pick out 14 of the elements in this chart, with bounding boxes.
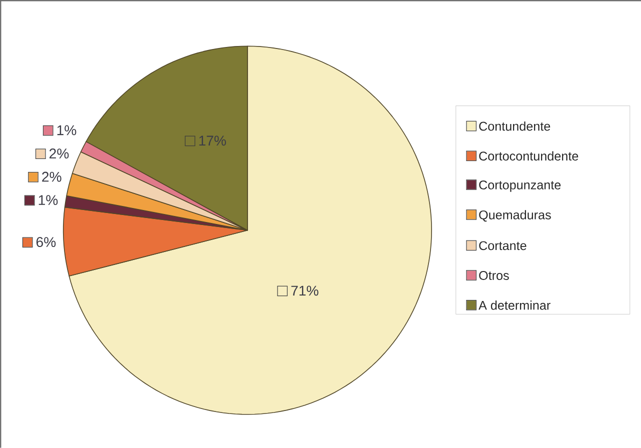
data-label: 2% <box>50 148 69 159</box>
legend-label: Cortocontundente <box>479 151 578 161</box>
data-label: 6% <box>36 237 56 248</box>
legend-label: Cortopunzante <box>479 180 561 192</box>
legend-label: A determinar <box>478 300 550 310</box>
legend-label: Quemaduras <box>479 210 551 222</box>
legend-label: Otros <box>479 271 509 280</box>
data-label: 17% <box>199 136 226 146</box>
data-label: 2% <box>42 172 62 182</box>
legend-label: Cortante <box>479 241 526 250</box>
data-label: 71% <box>291 286 318 296</box>
data-label: 1% <box>38 195 58 206</box>
legend-label: Contundente <box>479 122 550 131</box>
data-label: 1% <box>57 125 76 136</box>
